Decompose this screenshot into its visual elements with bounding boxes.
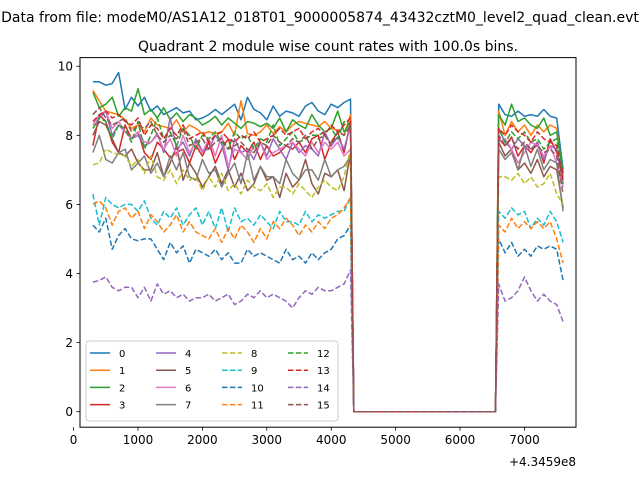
series-line-9 [92, 193, 564, 413]
y-tick-label: 10 [58, 60, 73, 74]
series-line-3 [92, 113, 564, 413]
series-line-5 [92, 120, 564, 413]
series-line-13 [92, 110, 564, 413]
series-line-14 [92, 269, 564, 413]
x-tick-label: 0 [70, 433, 78, 447]
y-tick-label: 8 [65, 129, 73, 143]
x-tick-label: 4000 [316, 433, 347, 447]
chart-title: Quadrant 2 module wise count rates with … [138, 39, 518, 55]
series-line-11 [92, 196, 564, 413]
legend-box [85, 340, 339, 422]
legend-label-0: 0 [119, 349, 125, 360]
legend-label-2: 2 [119, 383, 125, 394]
x-tick-label: 5000 [380, 433, 411, 447]
y-tick-label: 0 [65, 405, 73, 419]
x-offset-label: +4.3459e8 [509, 455, 576, 469]
x-tick-label: 2000 [187, 433, 218, 447]
legend-label-9: 9 [251, 366, 257, 377]
legend-label-1: 1 [119, 366, 125, 377]
legend-label-7: 7 [185, 401, 191, 412]
y-axis: 0 2 4 6 8 10 [58, 60, 80, 419]
axes-frame [79, 57, 577, 428]
y-tick-label: 6 [65, 198, 73, 212]
legend-label-6: 6 [185, 383, 191, 394]
series-line-8 [92, 148, 564, 413]
x-tick-label: 3000 [252, 433, 283, 447]
series-line-10 [92, 217, 564, 413]
legend-label-13: 13 [317, 366, 330, 377]
x-tick-label: 6000 [445, 433, 476, 447]
x-tick-label: 7000 [509, 433, 540, 447]
legend-label-5: 5 [185, 366, 191, 377]
y-tick-label: 2 [65, 336, 73, 350]
series-lines [92, 71, 564, 413]
series-line-7 [92, 134, 564, 413]
legend-label-12: 12 [317, 349, 330, 360]
figure-suptitle: Data from file: modeM0/AS1A12_018T01_900… [1, 10, 639, 26]
x-tick-label: 1000 [123, 433, 154, 447]
legend-label-4: 4 [185, 349, 191, 360]
legend-label-11: 11 [251, 401, 264, 412]
legend-label-15: 15 [317, 401, 330, 412]
series-line-15 [92, 106, 564, 413]
legend-label-10: 10 [251, 383, 264, 394]
legend-label-3: 3 [119, 401, 125, 412]
series-line-2 [92, 87, 564, 413]
legend-label-8: 8 [251, 349, 257, 360]
series-line-4 [92, 110, 564, 413]
legend-label-14: 14 [317, 383, 330, 394]
y-tick-label: 4 [65, 267, 73, 281]
series-line-6 [92, 110, 564, 413]
series-line-0 [92, 71, 564, 413]
x-axis: 0 1000 2000 3000 4000 5000 6000 7000 [70, 427, 540, 447]
